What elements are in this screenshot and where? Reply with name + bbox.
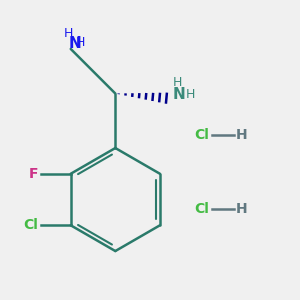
Text: Cl: Cl [195,202,209,216]
Text: H: H [236,128,248,142]
Text: H: H [186,88,195,101]
Text: F: F [28,167,38,181]
Text: H: H [64,27,74,40]
Text: N: N [68,35,81,50]
Text: H: H [236,202,248,216]
Text: Cl: Cl [195,128,209,142]
Text: N: N [173,87,185,102]
Text: Cl: Cl [23,218,38,232]
Text: H: H [173,76,182,89]
Text: H: H [76,37,85,50]
